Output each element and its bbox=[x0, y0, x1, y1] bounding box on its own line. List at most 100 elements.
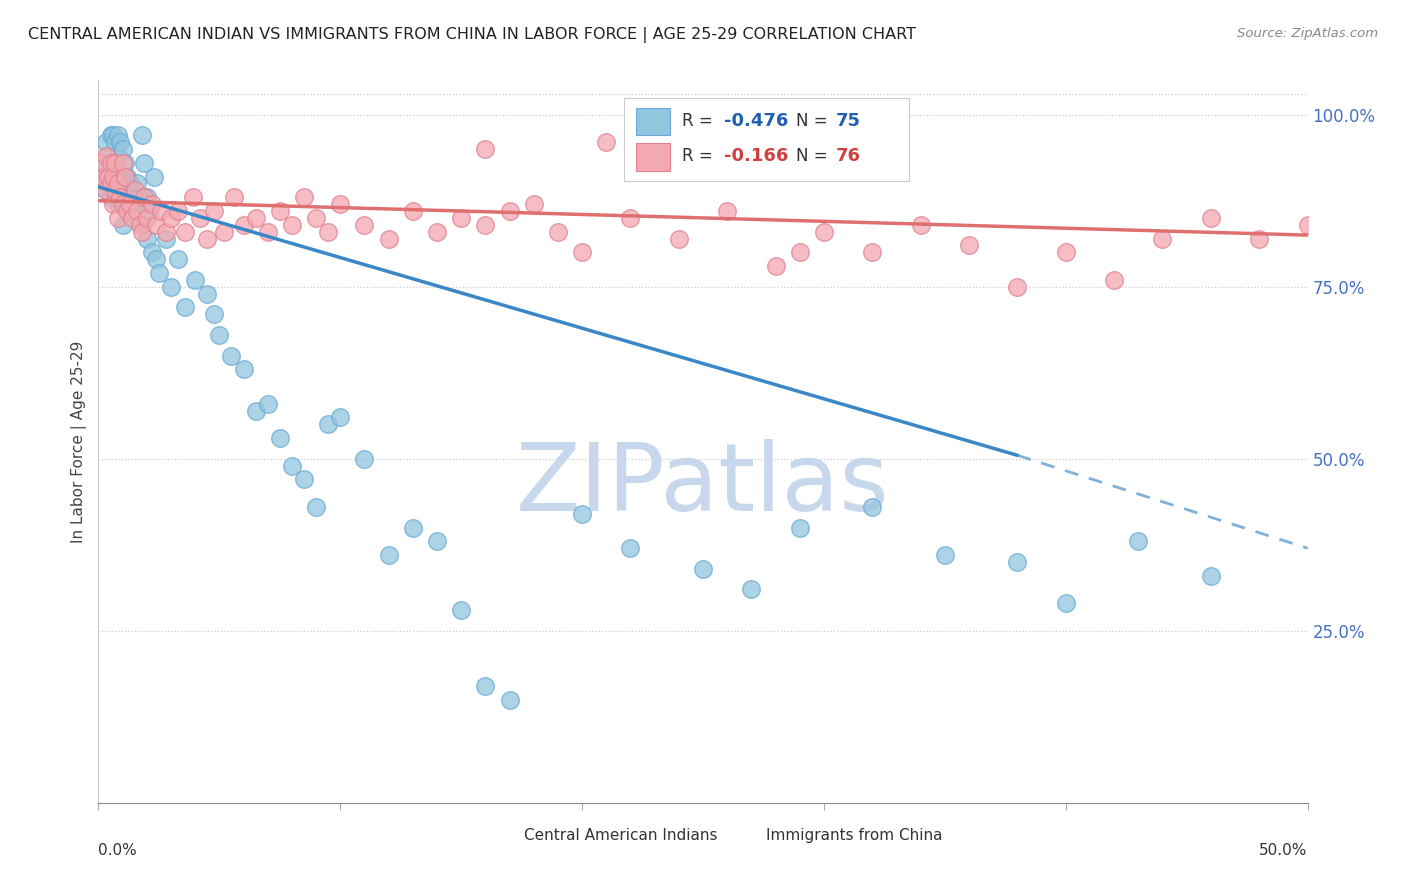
Point bbox=[292, 190, 315, 204]
Point bbox=[135, 211, 157, 225]
Point bbox=[188, 211, 211, 225]
Point bbox=[94, 149, 117, 163]
Point bbox=[498, 204, 520, 219]
Point bbox=[114, 197, 136, 211]
Point bbox=[1007, 279, 1029, 293]
Point bbox=[104, 183, 127, 197]
Point bbox=[148, 266, 170, 280]
Point bbox=[450, 603, 472, 617]
Text: CENTRAL AMERICAN INDIAN VS IMMIGRANTS FROM CHINA IN LABOR FORCE | AGE 25-29 CORR: CENTRAL AMERICAN INDIAN VS IMMIGRANTS FR… bbox=[28, 27, 917, 43]
Point bbox=[571, 245, 593, 260]
Point bbox=[619, 541, 641, 556]
Text: R =: R = bbox=[682, 112, 718, 129]
Point bbox=[117, 169, 139, 184]
Point bbox=[127, 204, 149, 219]
Point bbox=[91, 156, 114, 170]
Point bbox=[269, 204, 291, 219]
Point bbox=[860, 245, 883, 260]
FancyBboxPatch shape bbox=[492, 824, 517, 847]
Point bbox=[1199, 568, 1222, 582]
Point bbox=[107, 211, 129, 225]
Point bbox=[212, 225, 235, 239]
Point bbox=[143, 169, 166, 184]
Point bbox=[1128, 534, 1150, 549]
Point bbox=[150, 204, 173, 219]
Point bbox=[692, 562, 714, 576]
Point bbox=[121, 190, 143, 204]
Point bbox=[111, 183, 134, 197]
Point bbox=[138, 204, 160, 219]
Point bbox=[107, 177, 129, 191]
Point bbox=[353, 218, 375, 232]
Point bbox=[1249, 231, 1271, 245]
Point bbox=[101, 169, 124, 184]
Point bbox=[668, 231, 690, 245]
Point bbox=[101, 128, 124, 143]
Point bbox=[155, 231, 177, 245]
Text: 0.0%: 0.0% bbox=[98, 843, 138, 857]
Point bbox=[100, 177, 122, 191]
Point bbox=[426, 225, 449, 239]
Point bbox=[135, 190, 157, 204]
Text: ZIPatlas: ZIPatlas bbox=[516, 439, 890, 531]
Point bbox=[111, 218, 134, 232]
Point bbox=[1054, 245, 1077, 260]
Point bbox=[111, 197, 134, 211]
Point bbox=[498, 692, 520, 706]
Point bbox=[100, 156, 122, 170]
Point bbox=[195, 231, 218, 245]
Point bbox=[402, 520, 425, 534]
Point bbox=[124, 197, 146, 211]
Point bbox=[104, 135, 127, 149]
Y-axis label: In Labor Force | Age 25-29: In Labor Force | Age 25-29 bbox=[72, 341, 87, 542]
Point bbox=[184, 273, 207, 287]
Point bbox=[145, 218, 167, 232]
Point bbox=[107, 149, 129, 163]
Point bbox=[127, 177, 149, 191]
Point bbox=[135, 231, 157, 245]
Point bbox=[256, 225, 278, 239]
Point bbox=[934, 548, 956, 562]
Text: -0.166: -0.166 bbox=[724, 147, 787, 165]
Point bbox=[94, 183, 117, 197]
Text: 50.0%: 50.0% bbox=[1260, 843, 1308, 857]
Point bbox=[474, 142, 496, 156]
Point bbox=[118, 177, 141, 191]
Point bbox=[131, 128, 153, 143]
Text: Immigrants from China: Immigrants from China bbox=[766, 828, 942, 843]
Point bbox=[117, 204, 139, 219]
Point bbox=[353, 451, 375, 466]
Point bbox=[1199, 211, 1222, 225]
Point bbox=[245, 403, 267, 417]
Point bbox=[155, 225, 177, 239]
Point bbox=[160, 211, 183, 225]
FancyBboxPatch shape bbox=[734, 824, 759, 847]
Text: N =: N = bbox=[796, 112, 832, 129]
Point bbox=[292, 472, 315, 486]
Point bbox=[222, 190, 245, 204]
Point bbox=[100, 162, 122, 177]
Point bbox=[104, 156, 127, 170]
Point bbox=[269, 431, 291, 445]
Point bbox=[195, 286, 218, 301]
Point bbox=[114, 169, 136, 184]
Point bbox=[94, 183, 117, 197]
Point bbox=[97, 149, 120, 163]
Point bbox=[101, 197, 124, 211]
Point bbox=[523, 197, 546, 211]
Point bbox=[181, 190, 204, 204]
Point bbox=[957, 238, 980, 252]
Point bbox=[90, 156, 112, 170]
Point bbox=[128, 190, 150, 204]
Point bbox=[329, 197, 352, 211]
Point bbox=[1152, 231, 1174, 245]
Point bbox=[571, 507, 593, 521]
FancyBboxPatch shape bbox=[637, 143, 671, 170]
Text: 76: 76 bbox=[837, 147, 860, 165]
Point bbox=[595, 135, 617, 149]
Point bbox=[281, 458, 304, 473]
Point bbox=[1296, 218, 1319, 232]
Point bbox=[256, 397, 278, 411]
Point bbox=[221, 349, 243, 363]
Point bbox=[1054, 596, 1077, 610]
